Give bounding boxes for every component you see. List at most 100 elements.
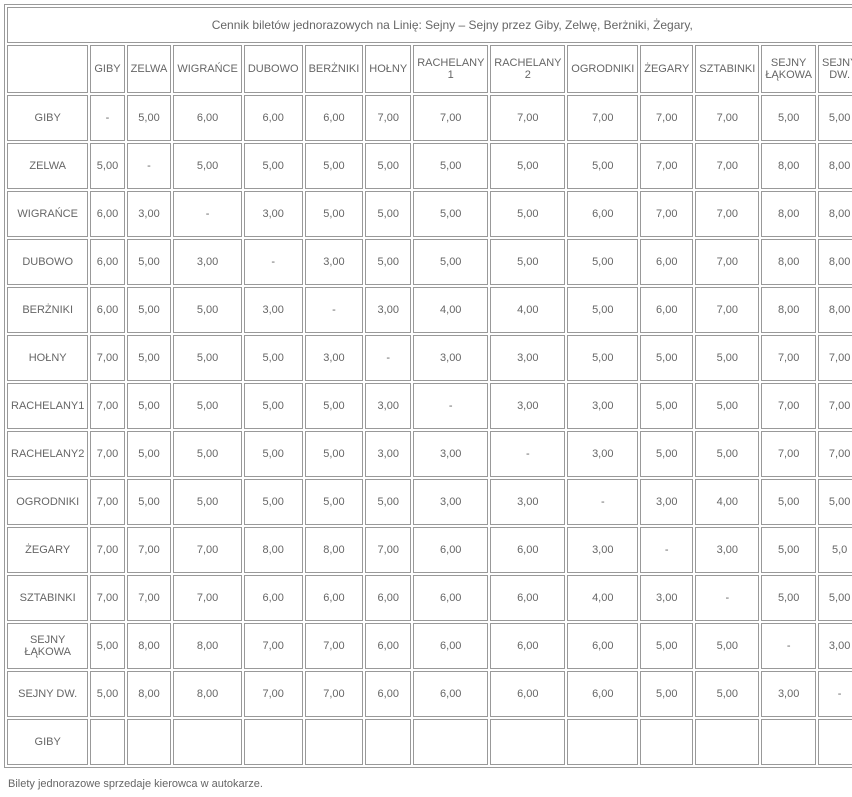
price-cell: - bbox=[244, 239, 303, 285]
price-cell: 3,00 bbox=[413, 431, 488, 477]
price-cell bbox=[413, 719, 488, 765]
price-cell: 5,00 bbox=[305, 143, 364, 189]
price-cell: 5,00 bbox=[413, 191, 488, 237]
row-header: SEJNY ŁĄKOWA bbox=[7, 623, 88, 669]
table-row: GIBY-5,006,006,006,007,007,007,007,007,0… bbox=[7, 95, 852, 141]
price-cell: 3,00 bbox=[365, 383, 411, 429]
price-cell: 5,00 bbox=[127, 95, 172, 141]
price-cell: 3,00 bbox=[244, 191, 303, 237]
price-cell: 5,00 bbox=[127, 335, 172, 381]
price-cell: 7,00 bbox=[244, 623, 303, 669]
row-header: OGRODNIKI bbox=[7, 479, 88, 525]
price-cell: 7,00 bbox=[305, 623, 364, 669]
table-row: SEJNY ŁĄKOWA5,008,008,007,007,006,006,00… bbox=[7, 623, 852, 669]
price-cell: 5,00 bbox=[818, 95, 852, 141]
price-cell: 5,00 bbox=[244, 335, 303, 381]
price-cell: 6,00 bbox=[90, 191, 124, 237]
price-cell: 6,00 bbox=[490, 575, 565, 621]
price-cell: 3,00 bbox=[761, 671, 816, 717]
price-cell: 7,00 bbox=[490, 95, 565, 141]
price-cell: 3,00 bbox=[365, 287, 411, 333]
table-row: OGRODNIKI7,005,005,005,005,005,003,003,0… bbox=[7, 479, 852, 525]
price-cell: 5,00 bbox=[305, 191, 364, 237]
price-cell: 6,00 bbox=[413, 527, 488, 573]
price-cell bbox=[244, 719, 303, 765]
price-cell: 5,00 bbox=[305, 479, 364, 525]
row-header: SEJNY DW. bbox=[7, 671, 88, 717]
table-row: HOŁNY7,005,005,005,003,00-3,003,005,005,… bbox=[7, 335, 852, 381]
price-cell: 5,00 bbox=[567, 335, 638, 381]
price-cell: 6,00 bbox=[365, 671, 411, 717]
price-cell: 6,00 bbox=[90, 239, 124, 285]
column-header: GIBY bbox=[90, 45, 124, 93]
column-header: SZTABINKI bbox=[695, 45, 759, 93]
price-cell: 5,00 bbox=[695, 335, 759, 381]
price-cell: 3,00 bbox=[640, 575, 693, 621]
price-cell: 5,00 bbox=[490, 239, 565, 285]
price-cell: 7,00 bbox=[640, 191, 693, 237]
price-cell: 7,00 bbox=[127, 575, 172, 621]
row-header: GIBY bbox=[7, 719, 88, 765]
price-cell: 7,00 bbox=[173, 527, 242, 573]
price-cell: 3,00 bbox=[173, 239, 242, 285]
table-title: Cennik biletów jednorazowych na Linię: S… bbox=[7, 7, 852, 43]
column-header: SEJNY DW. bbox=[818, 45, 852, 93]
price-cell: 3,00 bbox=[490, 479, 565, 525]
price-cell: 8,00 bbox=[818, 239, 852, 285]
price-cell: 5,00 bbox=[173, 479, 242, 525]
price-cell: 4,00 bbox=[695, 479, 759, 525]
price-cell: 5,00 bbox=[244, 383, 303, 429]
price-cell: 7,00 bbox=[761, 383, 816, 429]
price-cell: 8,00 bbox=[818, 191, 852, 237]
row-header: RACHELANY1 bbox=[7, 383, 88, 429]
price-cell: 6,00 bbox=[173, 95, 242, 141]
price-cell: 5,00 bbox=[305, 383, 364, 429]
price-cell bbox=[90, 719, 124, 765]
price-cell: 3,00 bbox=[413, 479, 488, 525]
price-cell: 7,00 bbox=[90, 335, 124, 381]
price-cell: 5,00 bbox=[761, 575, 816, 621]
row-header: DUBOWO bbox=[7, 239, 88, 285]
price-cell: 5,00 bbox=[567, 239, 638, 285]
column-header: SEJNY ŁĄKOWA bbox=[761, 45, 816, 93]
price-cell: 3,00 bbox=[305, 335, 364, 381]
price-cell bbox=[818, 719, 852, 765]
price-cell bbox=[127, 719, 172, 765]
price-cell: 6,00 bbox=[244, 95, 303, 141]
price-cell: 5,00 bbox=[761, 479, 816, 525]
price-cell: 5,00 bbox=[490, 191, 565, 237]
price-cell: 5,00 bbox=[640, 383, 693, 429]
price-cell: 3,00 bbox=[490, 335, 565, 381]
price-cell: 7,00 bbox=[640, 95, 693, 141]
price-cell: - bbox=[640, 527, 693, 573]
price-cell: 5,00 bbox=[90, 671, 124, 717]
price-cell: - bbox=[695, 575, 759, 621]
price-cell: 5,00 bbox=[567, 287, 638, 333]
price-cell: 6,00 bbox=[567, 671, 638, 717]
price-cell: 5,00 bbox=[695, 623, 759, 669]
price-cell: 8,00 bbox=[761, 239, 816, 285]
price-cell: - bbox=[127, 143, 172, 189]
price-cell: 5,00 bbox=[761, 527, 816, 573]
column-header: WIGRAŃCE bbox=[173, 45, 242, 93]
price-cell: 5,00 bbox=[413, 143, 488, 189]
price-cell bbox=[761, 719, 816, 765]
price-cell: - bbox=[490, 431, 565, 477]
price-cell: 7,00 bbox=[244, 671, 303, 717]
price-cell: 3,00 bbox=[567, 383, 638, 429]
price-cell: 5,00 bbox=[173, 383, 242, 429]
price-cell: 7,00 bbox=[695, 143, 759, 189]
row-header: ZELWA bbox=[7, 143, 88, 189]
price-cell: 6,00 bbox=[413, 623, 488, 669]
price-cell: 5,00 bbox=[173, 335, 242, 381]
price-cell: 5,00 bbox=[640, 623, 693, 669]
price-cell: 6,00 bbox=[567, 623, 638, 669]
footer-note: Bilety jednorazowe sprzedaje kierowca w … bbox=[4, 776, 848, 792]
table-row: WIGRAŃCE6,003,00-3,005,005,005,005,006,0… bbox=[7, 191, 852, 237]
price-cell: - bbox=[761, 623, 816, 669]
price-cell: 3,00 bbox=[127, 191, 172, 237]
price-cell: 7,00 bbox=[90, 383, 124, 429]
price-cell: 8,00 bbox=[761, 287, 816, 333]
column-header: ZELWA bbox=[127, 45, 172, 93]
column-header: ŻEGARY bbox=[640, 45, 693, 93]
